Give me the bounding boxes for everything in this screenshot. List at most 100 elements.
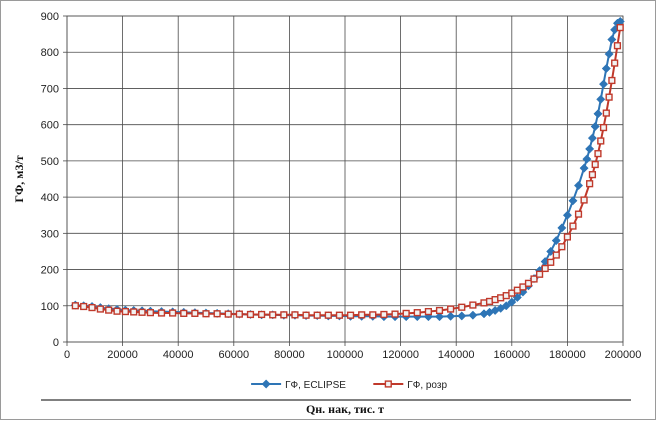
legend-label: ГФ, розр: [407, 380, 447, 391]
data-point: [335, 311, 344, 319]
data-point: [458, 303, 466, 311]
data-point: [96, 305, 104, 313]
data-point: [579, 163, 589, 173]
data-point: [213, 310, 221, 318]
data-point: [501, 301, 511, 311]
data-point: [590, 121, 600, 132]
data-point: [568, 196, 578, 206]
data-point: [588, 171, 597, 179]
data-point: [258, 310, 266, 319]
data-point: [423, 312, 433, 322]
data-point: [235, 310, 243, 318]
x-tick-label: 40000: [163, 349, 194, 361]
data-point: [574, 210, 583, 218]
data-point: [582, 154, 592, 164]
data-point: [587, 133, 597, 143]
data-point: [604, 49, 614, 59]
x-tick-label: 60000: [219, 349, 250, 361]
data-point: [613, 42, 622, 50]
data-point: [602, 109, 610, 117]
y-tick-label: 600: [41, 120, 59, 132]
y-tick-label: 500: [41, 156, 59, 168]
data-point: [469, 301, 477, 309]
data-point: [191, 309, 199, 317]
data-point: [291, 311, 299, 319]
data-point: [591, 160, 599, 169]
data-point: [435, 306, 444, 315]
data-point: [280, 311, 288, 319]
data-point: [551, 236, 561, 246]
x-tick-label: 0: [64, 349, 70, 361]
data-point: [380, 310, 388, 319]
data-point: [413, 309, 421, 317]
data-point: [457, 311, 467, 321]
data-point: [530, 275, 538, 283]
data-point: [157, 309, 166, 317]
data-point: [507, 297, 517, 307]
data-point: [313, 311, 321, 319]
data-point: [302, 311, 310, 319]
data-point: [573, 180, 584, 191]
data-point: [80, 302, 88, 311]
grid-layer: [66, 15, 624, 343]
y-tick-label: 400: [41, 192, 59, 204]
data-point: [105, 306, 113, 314]
data-point: [562, 210, 572, 220]
data-point: [547, 258, 555, 266]
data-point: [552, 251, 560, 259]
data-point: [180, 309, 188, 317]
x-tick-label: 160000: [493, 349, 530, 361]
series-2: [71, 23, 624, 319]
series-line: [75, 27, 622, 317]
data-point: [391, 310, 399, 318]
x-tick-label: 120000: [382, 349, 419, 361]
x-tick-label: 140000: [438, 349, 475, 361]
data-point: [402, 309, 410, 317]
data-point: [597, 137, 605, 145]
data-point: [269, 311, 277, 319]
data-point: [558, 243, 566, 251]
data-point: [596, 94, 606, 104]
data-point: [246, 310, 255, 319]
data-point: [519, 283, 527, 291]
data-point: [605, 93, 613, 101]
legend-item-1: ГФ, ECLIPSE: [251, 379, 346, 391]
data-point: [601, 63, 611, 74]
data-point: [358, 311, 366, 319]
data-point: [434, 312, 445, 322]
series-layer: [70, 16, 625, 322]
data-point: [594, 150, 602, 158]
data-point: [607, 34, 617, 45]
data-point: [608, 76, 616, 85]
y-tick-label: 700: [41, 83, 59, 95]
data-point: [585, 144, 595, 154]
data-point: [447, 305, 455, 313]
data-point: [598, 79, 609, 89]
y-axis-label: ГФ, м3/т: [12, 155, 26, 202]
data-point: [593, 109, 603, 119]
y-tick-label: 100: [41, 301, 59, 313]
y-tick-label: 300: [41, 228, 59, 240]
data-point: [121, 307, 129, 316]
data-point: [616, 23, 624, 32]
data-point: [536, 270, 544, 278]
legend-marker: [384, 380, 392, 388]
x-tick-label: 100000: [327, 349, 364, 361]
data-point: [324, 311, 332, 319]
data-point: [130, 308, 138, 316]
y-tick-label: 0: [53, 337, 59, 349]
x-axis-label: Qн. нак, тис. т: [306, 402, 384, 416]
data-point: [541, 264, 549, 273]
data-point: [599, 123, 608, 132]
data-point: [524, 279, 533, 287]
data-point: [446, 311, 456, 321]
y-tick-label: 800: [41, 47, 59, 59]
data-point: [569, 222, 577, 230]
data-point: [611, 59, 619, 67]
data-point: [146, 309, 155, 317]
data-point: [468, 310, 478, 320]
data-point: [557, 223, 567, 233]
axis-layer: 0 20000 40000 60000 80000 100000 120000 140000 1…: [41, 11, 641, 401]
